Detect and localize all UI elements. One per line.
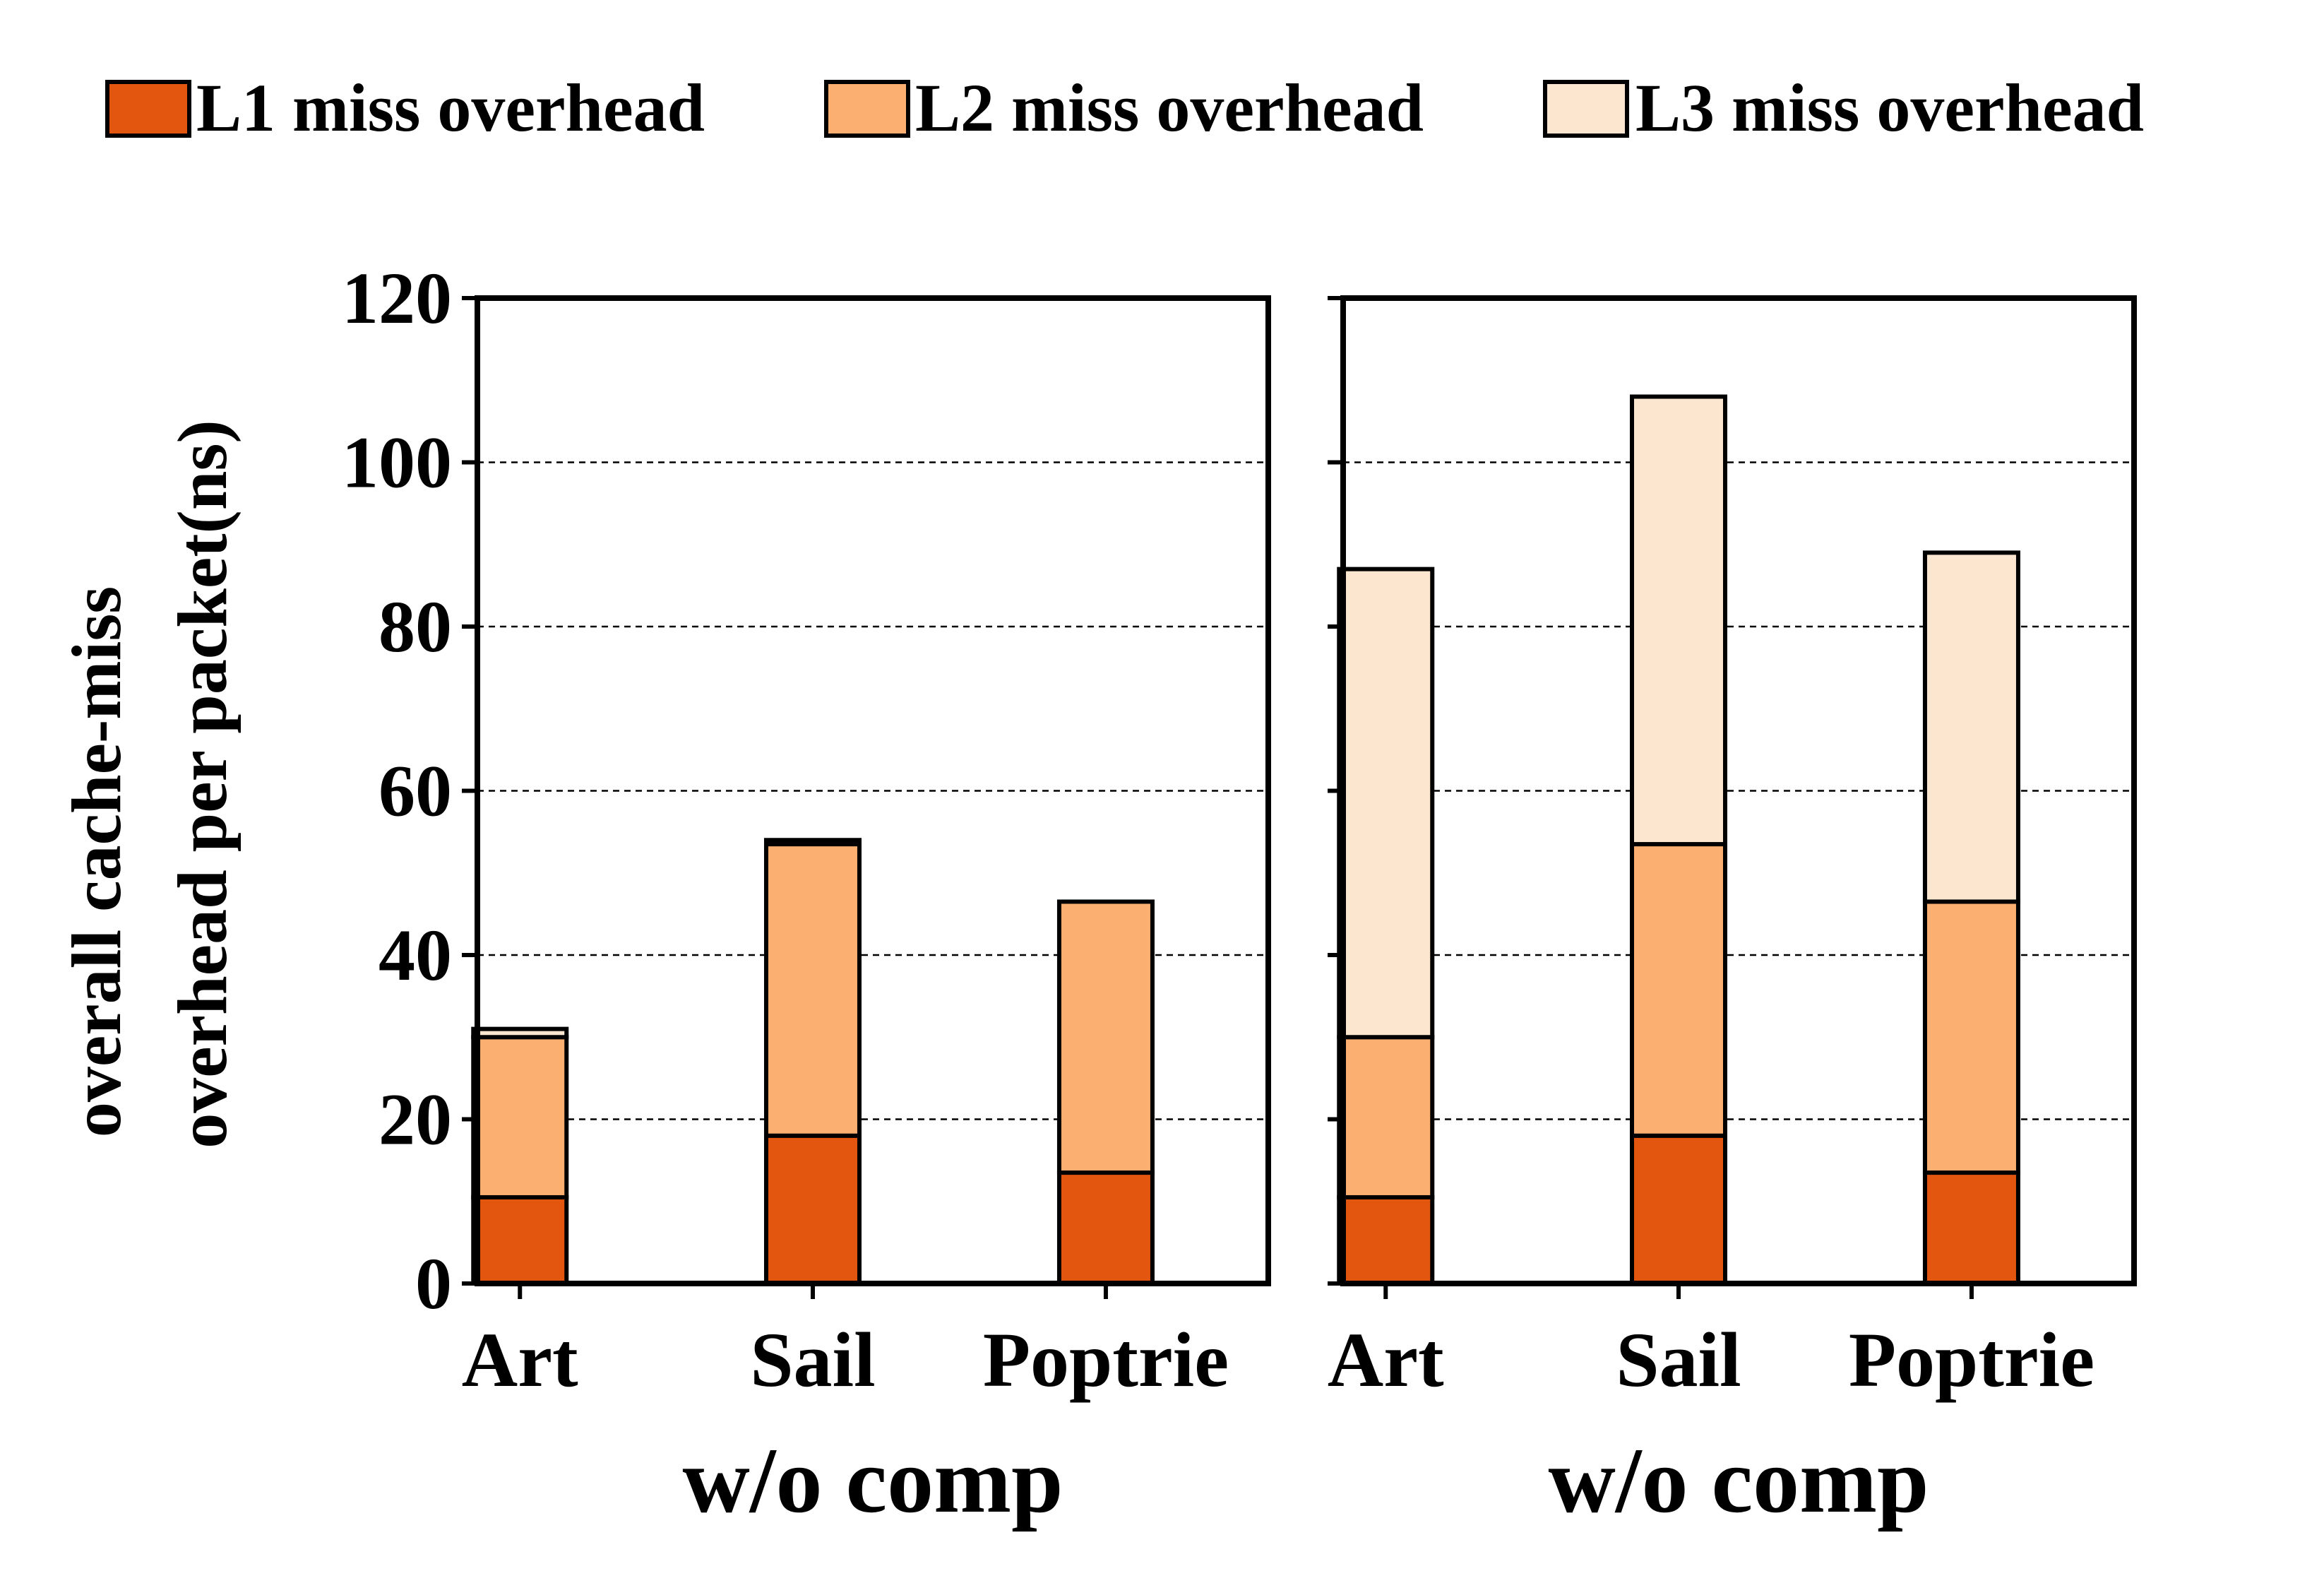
- bar-segment-l3-miss-overhead: [763, 838, 862, 847]
- bar-segment-l2-miss-overhead: [471, 1035, 569, 1199]
- y-axis-label-line-1: overall cache-miss: [57, 586, 136, 1137]
- legend-swatch: [824, 80, 910, 138]
- y-tick-label: 100: [342, 422, 452, 504]
- bar-segment-l2-miss-overhead: [1337, 1035, 1435, 1199]
- bar-stack-sail: [1629, 394, 1727, 1286]
- y-axis-label-line-2: overhead per packet(ns): [163, 420, 242, 1148]
- legend-label: L2 miss overhead: [915, 70, 1424, 146]
- y-tick-label: 20: [379, 1079, 452, 1161]
- bar-stack-poptrie: [1922, 550, 2020, 1286]
- y-tick-label: 60: [379, 751, 452, 832]
- bar-segment-l3-miss-overhead: [1629, 394, 1727, 847]
- chart-panel-2: Art Sail Poptrie w/o comp: [1328, 295, 2137, 1532]
- y-axis-label: overall cache-miss overhead per packet(n…: [57, 420, 242, 1148]
- bar-segment-l1-miss-overhead: [1629, 1133, 1727, 1286]
- bar-segment-l1-miss-overhead: [1056, 1170, 1155, 1286]
- bar-stack-sail: [763, 838, 862, 1286]
- x-tick-label-sail: Sail: [1616, 1317, 1741, 1403]
- legend-label: L3 miss overhead: [1635, 70, 2144, 146]
- y-tick-label: 0: [415, 1243, 452, 1324]
- bar-segment-l1-miss-overhead: [1337, 1194, 1435, 1286]
- x-tick-label-poptrie: Poptrie: [1849, 1317, 2094, 1403]
- bar-segment-l2-miss-overhead: [1922, 899, 2020, 1175]
- legend-swatch: [1543, 80, 1629, 138]
- legend-swatch: [105, 80, 191, 138]
- bar-stack-poptrie: [1056, 899, 1155, 1286]
- y-tick-label: 80: [379, 586, 452, 668]
- legend: L1 miss overhead L2 miss overhead L3 miss …: [105, 70, 2144, 146]
- y-tick-label: 40: [379, 915, 452, 996]
- bar-segment-l3-miss-overhead: [1922, 550, 2020, 904]
- x-tick-label-art: Art: [462, 1317, 578, 1403]
- x-tick-label-sail: Sail: [750, 1317, 875, 1403]
- y-tick-label: 120: [342, 258, 452, 339]
- x-axis-title: w/o comp: [1549, 1428, 1929, 1532]
- x-tick-label-art: Art: [1328, 1317, 1444, 1403]
- bar-segment-l1-miss-overhead: [471, 1194, 569, 1286]
- bar-segment-l2-miss-overhead: [1056, 899, 1155, 1175]
- x-tick-label-poptrie: Poptrie: [983, 1317, 1229, 1403]
- bar-segment-l2-miss-overhead: [763, 842, 862, 1138]
- chart-panel-1: 0 20 40 60 80 100 120 Art Sail Poptrie w/o comp: [342, 258, 1271, 1532]
- bar-segment-l1-miss-overhead: [1922, 1170, 2020, 1286]
- bar-stack-art: [1337, 567, 1435, 1286]
- legend-label: L1 miss overhead: [196, 70, 705, 146]
- legend-item-l1-miss-overhead: L1 miss overhead: [105, 70, 705, 146]
- bar-segment-l3-miss-overhead: [471, 1026, 569, 1040]
- bar-stack-art: [471, 1026, 569, 1286]
- legend-item-l2-miss-overhead: L2 miss overhead: [824, 70, 1424, 146]
- bar-segment-l3-miss-overhead: [1337, 567, 1435, 1040]
- bar-segment-l1-miss-overhead: [763, 1133, 862, 1286]
- x-axis-title: w/o comp: [683, 1428, 1063, 1532]
- legend-item-l3-miss-overhead: L3 miss overhead: [1543, 70, 2144, 146]
- bar-segment-l2-miss-overhead: [1629, 842, 1727, 1138]
